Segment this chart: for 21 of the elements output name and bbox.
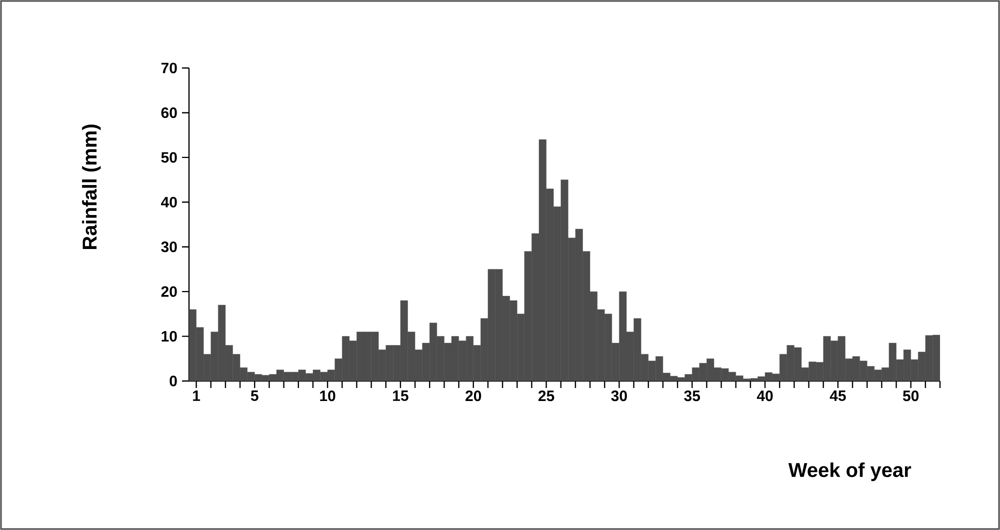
x-tick-label: 40	[756, 390, 773, 402]
y-tick-label: 40	[161, 196, 177, 208]
y-tick-label: 0	[170, 376, 177, 386]
y-tick-label: 30	[161, 242, 177, 252]
y-axis-title: Rainfall (mm)	[82, 124, 101, 249]
y-tick-label: 20	[161, 286, 177, 297]
y-tick-label: 60	[161, 107, 177, 118]
x-tick-label: 35	[684, 390, 700, 402]
x-tick-label: 25	[538, 390, 554, 402]
x-tick-label: 50	[902, 390, 919, 402]
y-tick-label: 10	[162, 330, 177, 342]
x-tick-label: 1	[193, 390, 200, 401]
y-tick-label: 70	[161, 62, 177, 74]
x-tick-label: 15	[393, 390, 408, 401]
x-tick-label: 30	[611, 390, 627, 402]
x-tick-label: 5	[250, 390, 258, 401]
x-tick-label: 20	[466, 390, 482, 402]
x-tick-label: 45	[830, 390, 846, 401]
y-tick-label: 50	[161, 152, 177, 163]
x-tick-label: 10	[320, 390, 336, 402]
x-axis-title: Week of year	[788, 462, 912, 482]
